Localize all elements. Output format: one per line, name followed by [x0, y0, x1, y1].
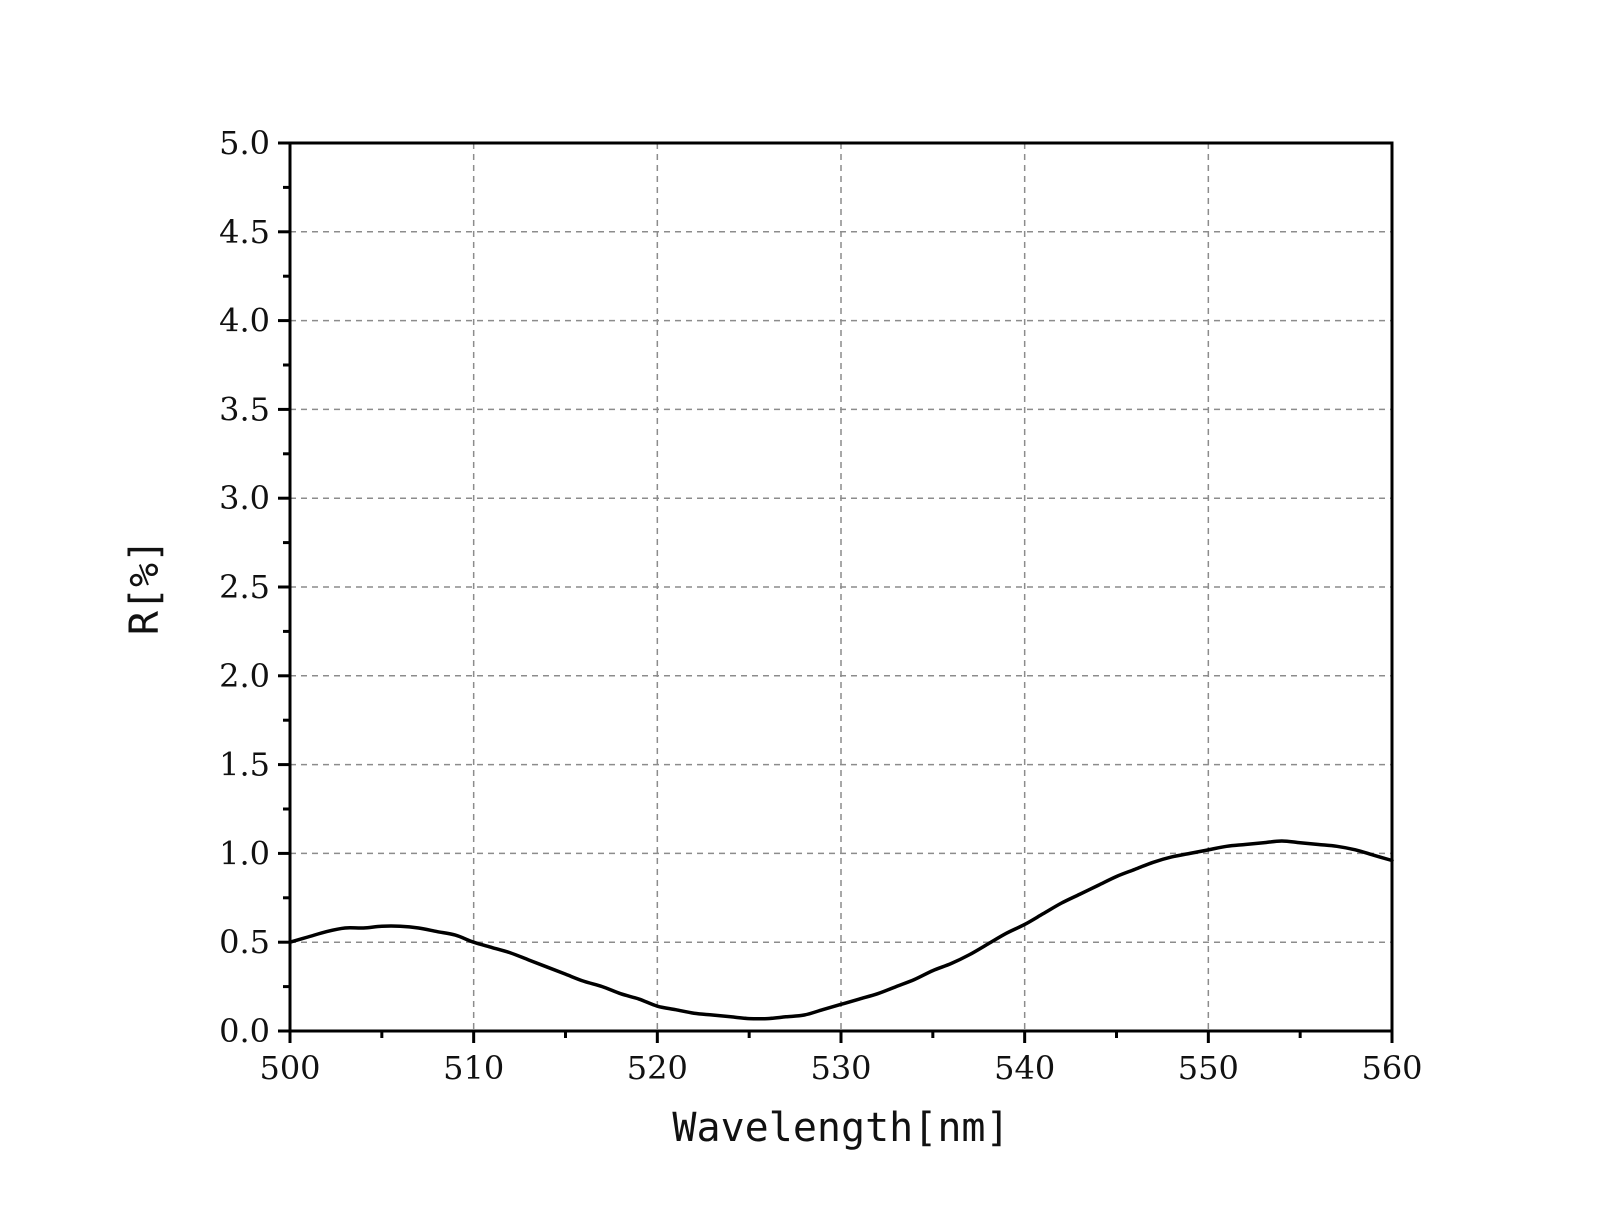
x-tick-label: 540 [994, 1049, 1055, 1087]
y-tick-label: 0.5 [219, 923, 270, 961]
y-tick-label: 4.5 [219, 213, 270, 251]
y-tick-label: 3.0 [219, 479, 270, 517]
x-tick-labels: 500 510 520 530 540 550 560 [259, 1049, 1422, 1087]
plot-frame [288, 141, 1394, 1033]
y-tick-label: 1.5 [219, 746, 270, 784]
y-tick-label: 2.0 [219, 657, 270, 695]
y-tick-label: 5.0 [219, 124, 270, 162]
y-tick-label: 4.0 [219, 302, 270, 340]
grid-lines [290, 143, 1392, 1031]
x-axis-title: Wavelength[nm] [672, 1105, 1009, 1151]
y-tick-label: 2.5 [219, 568, 270, 606]
x-tick-label: 510 [443, 1049, 504, 1087]
x-tick-label: 500 [259, 1049, 320, 1087]
y-tick-label: 1.0 [219, 834, 270, 872]
x-tick-label: 530 [810, 1049, 871, 1087]
x-tick-label: 520 [627, 1049, 688, 1087]
reflectance-line [288, 839, 1394, 1021]
y-tick-label: 3.5 [219, 390, 270, 428]
y-tick-label: 0.0 [219, 1012, 270, 1050]
x-tick-label: 560 [1361, 1049, 1422, 1087]
y-axis-title: R[%] [122, 539, 168, 635]
y-tick-labels: 0.0 0.5 1.0 1.5 2.0 2.5 3.0 3.5 4.0 4.5 5.0 [219, 124, 270, 1050]
x-tick-label: 550 [1178, 1049, 1239, 1087]
